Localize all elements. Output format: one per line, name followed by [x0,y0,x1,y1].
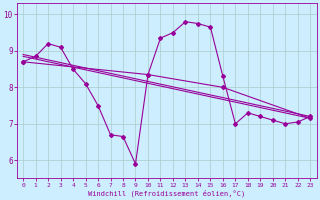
X-axis label: Windchill (Refroidissement éolien,°C): Windchill (Refroidissement éolien,°C) [88,189,245,197]
